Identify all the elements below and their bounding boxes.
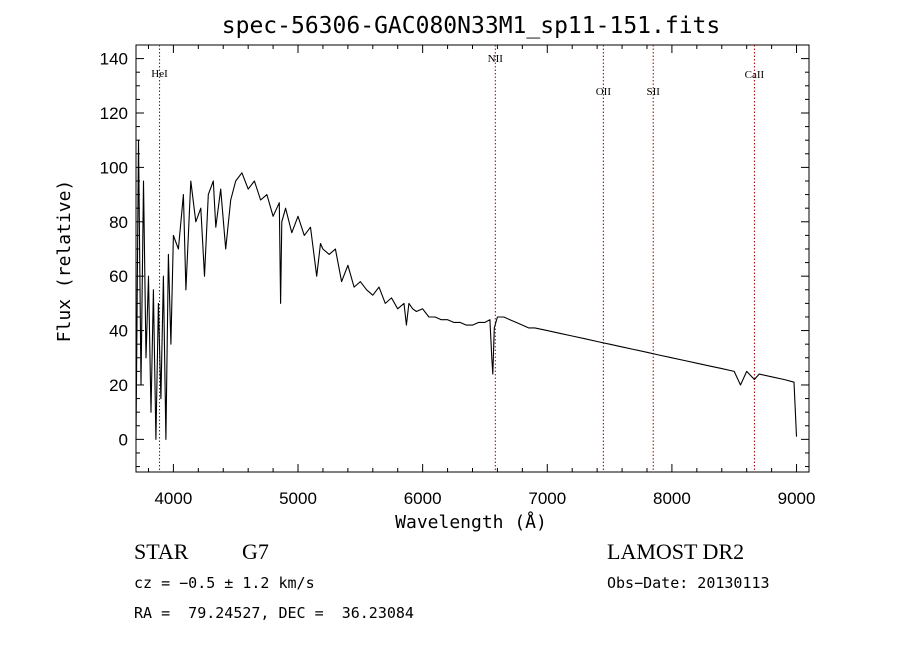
marker-label-hei: HeI [151,68,168,80]
x-tick-label: 7000 [528,489,566,508]
emission-line-markers: HeI NII OII SII CaII [151,45,765,472]
chart-title: spec-56306-GAC080N33M1_sp11-151.fits [222,13,721,39]
marker-label-caii: CaII [745,69,765,81]
marker-label-sii: SII [646,86,660,98]
x-tick-label: 6000 [404,489,442,508]
spectrum-series [135,139,798,440]
x-tick-label: 9000 [778,489,816,508]
coordinates: RA = 79.24527, DEC = 36.23084 [134,604,414,622]
spectrum-line [135,139,798,440]
observation-date: Obs−Date: 20130113 [607,574,770,592]
y-tick-label: 60 [109,267,128,286]
y-tick-label: 0 [119,430,128,449]
marker-label-oii: OII [596,86,612,98]
marker-label-nii: NII [488,53,504,65]
x-tick-label: 5000 [279,489,317,508]
x-axis-label: Wavelength (Å) [395,511,547,533]
y-tick-label: 120 [100,104,128,123]
y-tick-label: 20 [109,376,128,395]
x-tick-label: 4000 [154,489,192,508]
survey-name: LAMOST DR2 [607,539,745,564]
y-tick-label: 140 [100,50,128,69]
plot-frame [135,44,810,473]
y-tick-label: 80 [109,213,128,232]
y-tick-label: 40 [109,322,128,341]
axis-ticks: 4000 5000 6000 7000 8000 9000 0 20 40 60 80 100 120 1… [100,44,816,508]
y-axis-label: Flux (relative) [54,180,75,343]
redshift-cz: cz = −0.5 ± 1.2 km/s [134,574,315,592]
spectral-subclass: G7 [242,539,269,564]
x-tick-label: 8000 [653,489,691,508]
object-type: STAR [134,539,189,564]
y-tick-label: 100 [100,158,128,177]
